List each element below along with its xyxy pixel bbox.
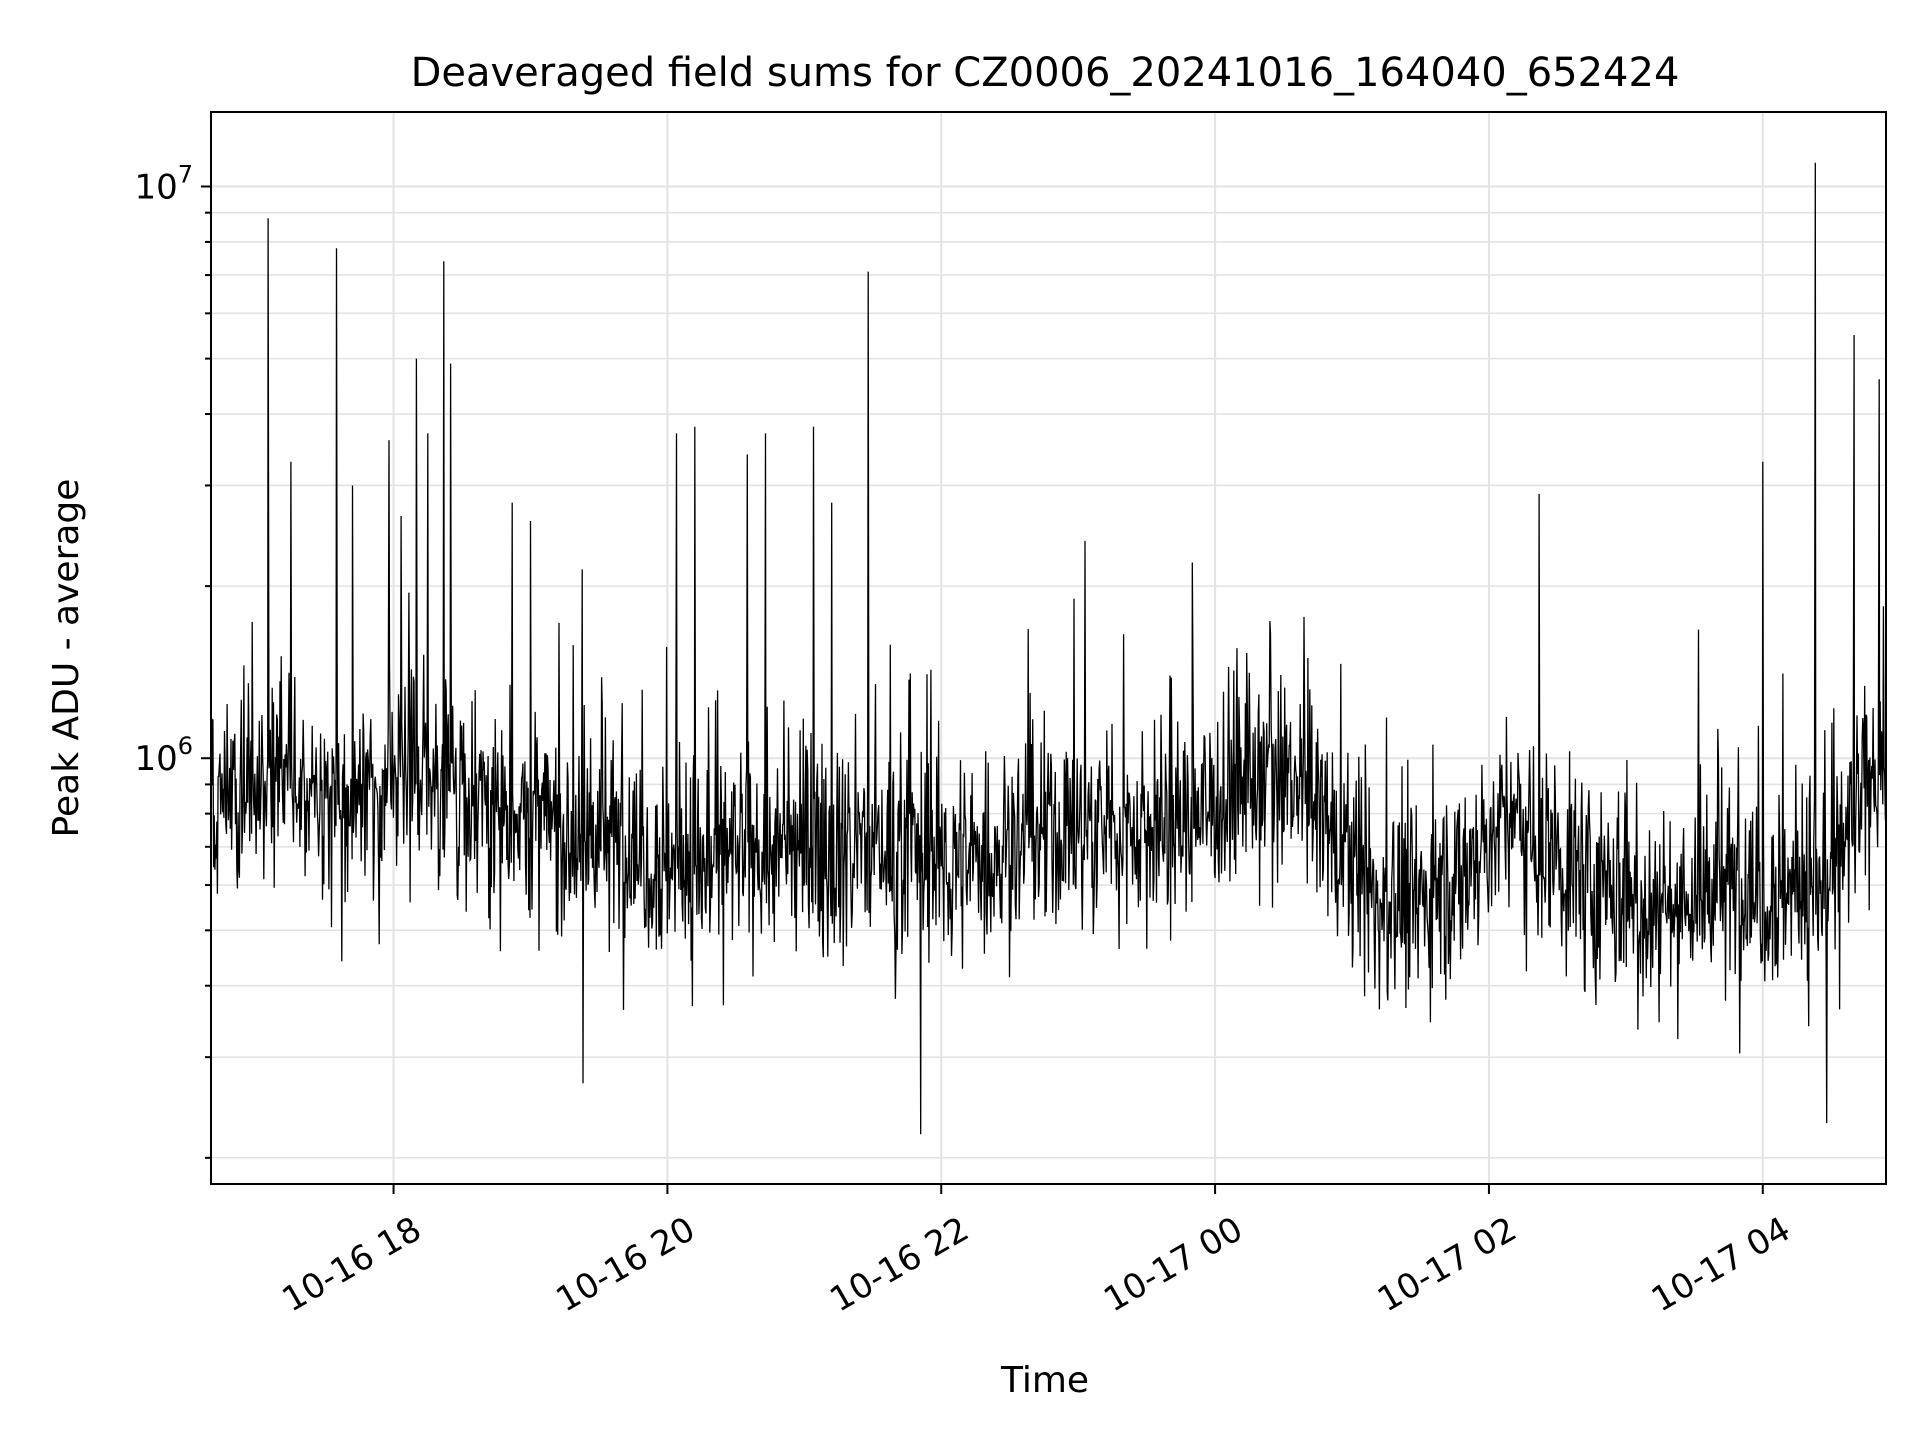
chart-title: Deaveraged field sums for CZ0006_2024101…	[411, 50, 1680, 96]
y-tick-label: 107	[134, 161, 193, 208]
y-axis-label: Peak ADU - average	[46, 479, 87, 838]
x-tick-label: 10-17 04	[1645, 1209, 1797, 1320]
x-tick-label: 10-16 20	[550, 1209, 702, 1320]
grid	[211, 112, 1886, 1184]
x-tick-label: 10-17 00	[1097, 1209, 1249, 1320]
x-axis: 10-16 18 10-16 20 10-16 22 10-17 00 10-17 02…	[276, 1184, 1797, 1320]
x-tick-label: 10-16 22	[823, 1209, 975, 1320]
x-axis-label: Time	[1000, 1360, 1089, 1401]
y-tick-label: 106	[134, 732, 193, 779]
plot-frame	[210, 111, 1887, 1185]
x-tick-label: 10-16 18	[276, 1209, 428, 1320]
x-tick-label: 10-17 02	[1371, 1209, 1523, 1320]
y-axis: 106 107	[134, 161, 211, 1159]
series-path	[210, 162, 1887, 1135]
series-line	[210, 162, 1887, 1135]
